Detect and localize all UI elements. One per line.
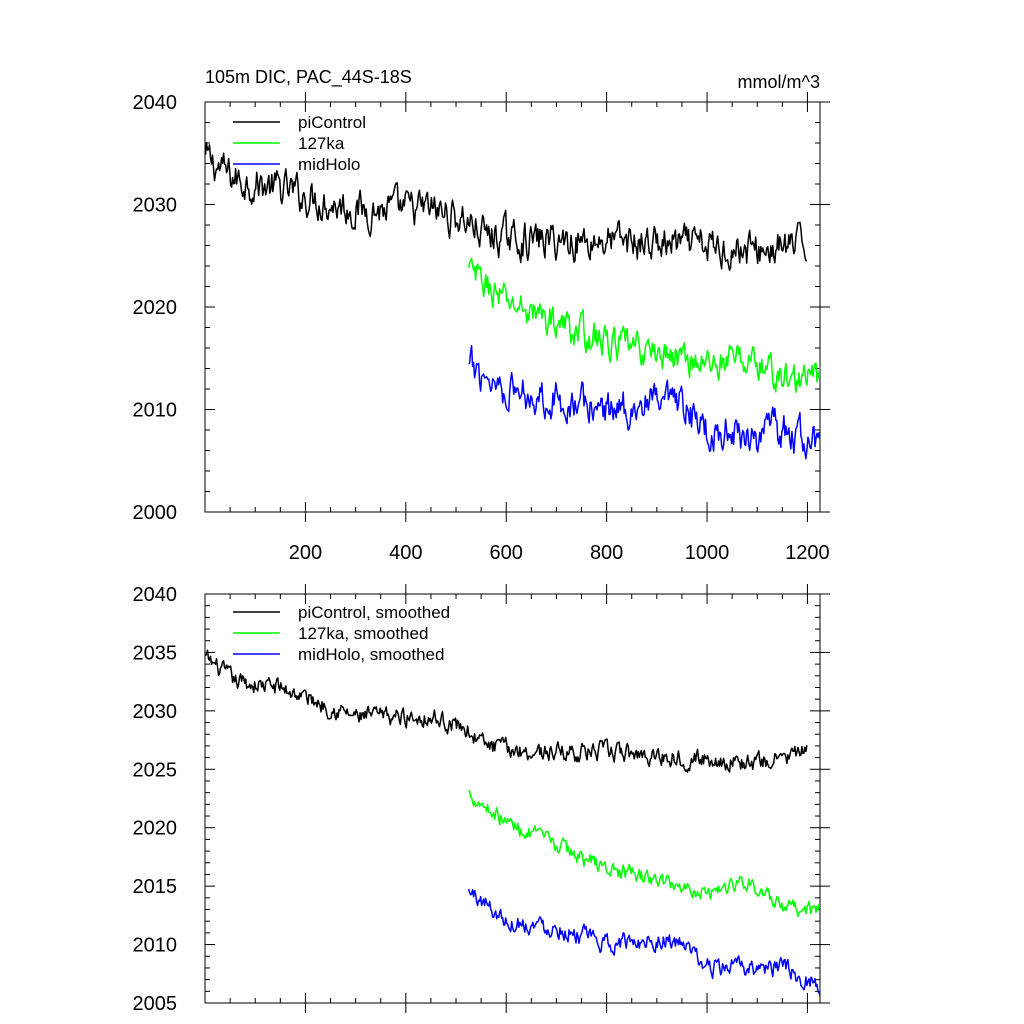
y-tick-label: 2030 — [133, 195, 178, 217]
plot-area-bottom: 2005 2010 2015 2020 2025 2030 2035 2040 — [133, 584, 830, 1015]
plot-frame — [204, 593, 821, 1004]
x-tick-label: 200 — [289, 542, 322, 564]
y-tick-label: 2000 — [133, 502, 178, 524]
y-tick-label: 2010 — [133, 400, 178, 422]
x-tick-label: 600 — [490, 542, 523, 564]
series-line-picontrol — [205, 142, 808, 272]
series-layer-bottom — [205, 649, 820, 997]
y-tick-label: 2030 — [133, 701, 178, 723]
y-tick-label: 2010 — [133, 935, 178, 957]
legend-label: piControl, smoothed — [298, 603, 450, 622]
series-layer-top — [205, 142, 820, 460]
series-line-midholo — [468, 345, 820, 460]
legend-top: piControl 127ka midHolo — [233, 113, 366, 174]
legend-label: 127ka, smoothed — [298, 624, 428, 643]
y-tick-label: 2035 — [133, 642, 178, 664]
y-tick-label: 2040 — [133, 584, 178, 606]
panel-bottom-dic-smoothed: 2005 2010 2015 2020 2025 2030 2035 2040 piContr… — [133, 584, 830, 1015]
chart-title: 105m DIC, PAC_44S-18S — [205, 67, 412, 88]
legend-label: 127ka — [298, 134, 345, 153]
legend-label: piControl — [298, 113, 366, 132]
panel-top-dic: 105m DIC, PAC_44S-18S mmol/m^3 200 400 600… — [133, 67, 830, 564]
legend-bottom: piControl, smoothed 127ka, smoothed midHol… — [233, 603, 450, 664]
series-line-midholo — [467, 888, 820, 997]
x-tick-label: 1000 — [685, 542, 730, 564]
y-tick-label: 2005 — [133, 993, 178, 1015]
y-tick-label: 2025 — [133, 759, 178, 781]
series-line-picontrol — [205, 649, 808, 773]
x-tick-label: 400 — [389, 542, 422, 564]
plot-area-top: 200 400 600 800 1000 1200 2000 2010 2020 2030 2040 — [133, 92, 830, 564]
series-line-127ka — [467, 257, 820, 393]
y-tick-label: 2020 — [133, 818, 178, 840]
legend-label: midHolo, smoothed — [298, 645, 444, 664]
y-tick-label: 2020 — [133, 297, 178, 319]
y-tick-label: 2015 — [133, 876, 178, 898]
series-line-127ka — [468, 789, 820, 918]
x-tick-label: 800 — [590, 542, 623, 564]
units-label: mmol/m^3 — [738, 72, 820, 92]
x-tick-label: 1200 — [785, 542, 830, 564]
legend-label: midHolo — [298, 155, 360, 174]
y-tick-label: 2040 — [133, 92, 178, 114]
